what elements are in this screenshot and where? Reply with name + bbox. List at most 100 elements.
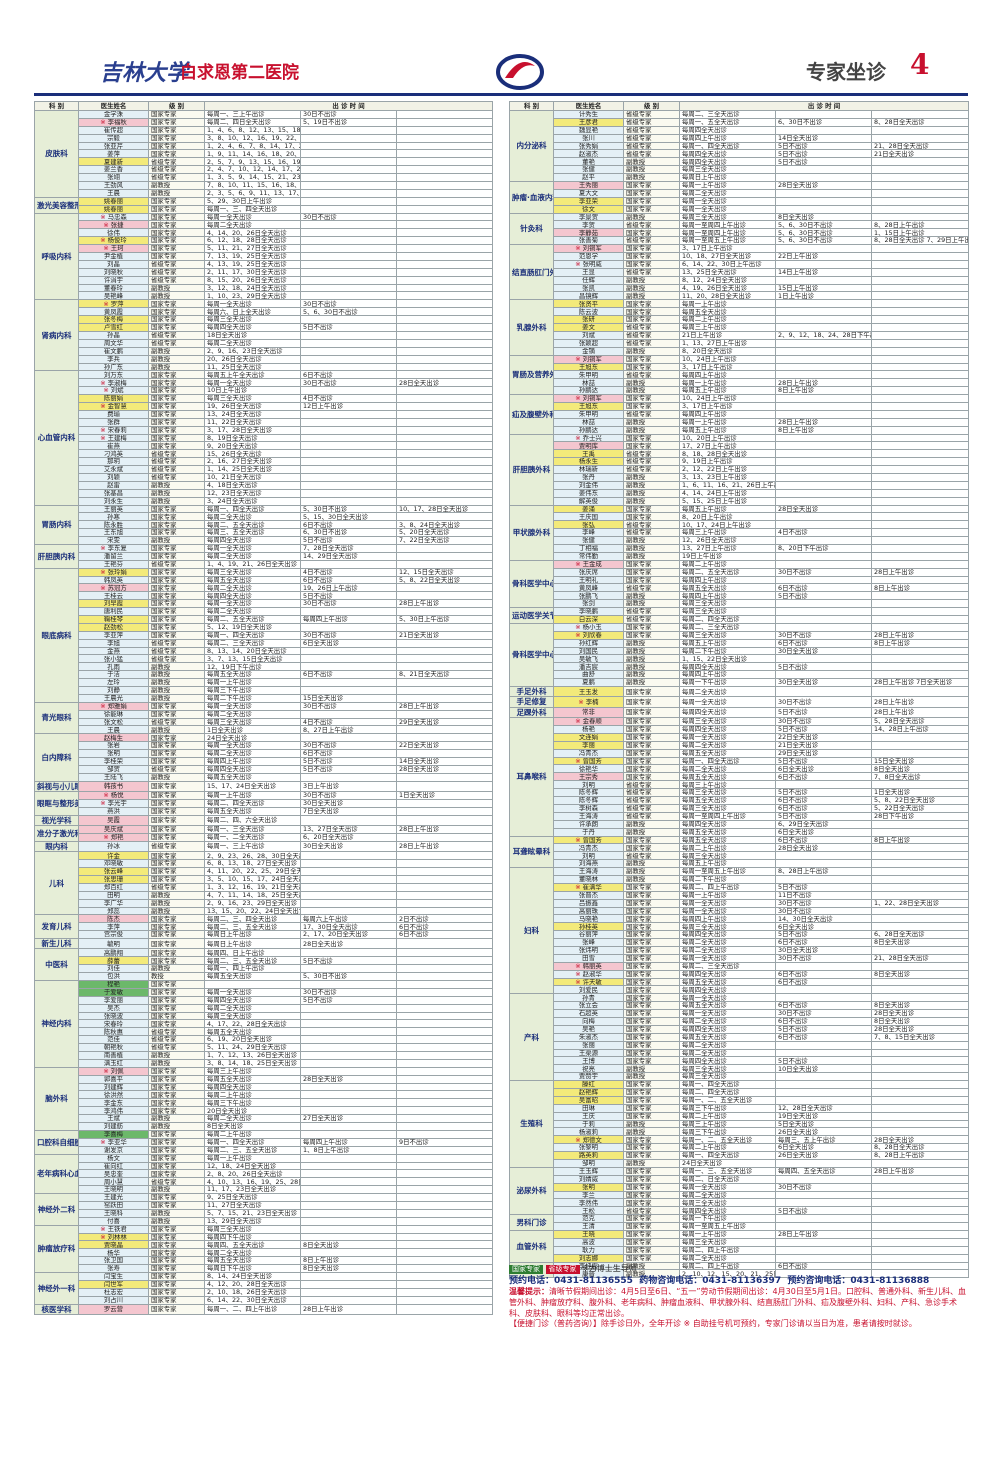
doctor-name: 杨文 (78, 1153, 149, 1163)
doctor-name-text: 张岩 (107, 741, 120, 750)
star-icon: ※ (100, 544, 108, 553)
schedule-extra-2 (395, 1145, 494, 1155)
doctor-name-text: 文连娟 (578, 733, 599, 742)
schedule-main: 每周一全天出诊 (204, 212, 301, 222)
tel-label-2: 药物咨询电话： (639, 1275, 703, 1286)
schedule-main: 4、18日全天出诊 (204, 480, 301, 490)
doctor-level: 副教授 (623, 165, 680, 175)
doctor-name: 刘万东 (78, 370, 149, 380)
doctor-name-text: 王陆飞 (103, 773, 124, 782)
table-row: 呼吸内科 ※ 马忠森 国家专家 每周一全天出诊 30日不出诊 (34, 212, 494, 301)
doctor-name: 费瑜 (78, 409, 149, 419)
schedule-extra-2 (870, 275, 970, 285)
doctor-name: 冯青杰 (553, 748, 624, 758)
schedule-extra-2 (395, 1043, 494, 1053)
doctor-name-text: 邓晓敏 (103, 859, 124, 868)
schedule-extra: 30日不出诊 (775, 1182, 872, 1192)
schedule-extra (775, 1237, 872, 1247)
legend-row: 国家专家 省级专家 ※为博士生导师 (509, 1264, 968, 1275)
star-icon: ※ (100, 568, 108, 576)
schedule-extra (300, 1122, 397, 1131)
doctor-level: 国家专家 (148, 806, 205, 816)
doctor-level: 国家专家 (148, 417, 205, 427)
schedule-extra-2: 28日上午出诊 (870, 696, 970, 708)
schedule-main: 每周一、二、四上午出诊 (204, 1303, 301, 1315)
doctor-level: 国家专家 (623, 1032, 680, 1042)
schedule-extra (300, 1011, 397, 1021)
doctor-level: 国家专家 (148, 980, 205, 989)
schedule-extra: 5日不出诊 (300, 956, 397, 966)
star-icon: ※ (578, 697, 586, 706)
doctor-name-text: 董春玲 (103, 284, 124, 292)
doctor-name: 王晓 (553, 1230, 624, 1239)
dept-cell: 手足外科 (509, 685, 554, 698)
doctor-name-text: 王金成 (582, 560, 602, 568)
schedule-extra (300, 338, 397, 348)
doctor-name-text: 祝亮 (582, 1064, 595, 1073)
tip-text: 清晰节假期间出诊：4月5日至6日、“五一”劳动节假期间出诊：4月30日至5月1日… (509, 1286, 967, 1318)
schedule-main: 每周二、四全天出诊 (679, 1088, 776, 1097)
schedule-extra: 5日不出诊 (300, 536, 397, 545)
schedule-extra-2: 8日上午出诊 (870, 835, 970, 845)
table-row: 王晨 副教授 1日全天出诊 8、27日上午出诊 (35, 725, 494, 735)
schedule-extra (775, 615, 872, 624)
doctor-level: 副教授 (623, 1127, 680, 1137)
schedule-extra-2 (870, 488, 970, 498)
schedule-extra (300, 654, 397, 664)
doctor-name: 宗毅 (78, 133, 149, 143)
doctor-name-text: 杜志宏 (103, 1288, 124, 1296)
doctor-name-text: 王显 (582, 268, 595, 277)
doctor-name-text: 张鹏飞 (578, 591, 599, 600)
schedule-extra-2 (395, 157, 494, 167)
doctor-name: 朝艳秋 (78, 1043, 149, 1053)
schedule-extra-2 (395, 1106, 494, 1116)
table-row: 白内障科 赵梅生 国家专家 24日全天出诊 (34, 733, 494, 782)
table-row: 胃肠内科 王丽英 国家专家 每周一、四全天出诊 5、30日不出诊 10、17、28日全天出… (34, 504, 494, 545)
dept-cell: 核医学科 (34, 1303, 79, 1315)
table-row: 宋春玲 国家专家 4、17、22、28日全天出诊 (35, 1019, 494, 1029)
table-row: 朝艳秋 省级专家 5、11、24、29日全天出诊 (35, 1043, 494, 1053)
doctor-level: 省级专家 (623, 133, 680, 143)
doctor-level: 国家专家 (148, 709, 205, 719)
doctor-name-text: 孙广东 (103, 363, 124, 371)
schedule-extra (300, 1224, 397, 1234)
schedule-extra-2 (395, 346, 494, 356)
doctor-level: 国家专家 (148, 583, 205, 593)
schedule-extra: 每周三、五上午出诊 (775, 1135, 872, 1145)
schedule-extra-2 (395, 1287, 494, 1297)
schedule-extra-2 (870, 1230, 970, 1239)
doctor-level: 副教授 (623, 662, 680, 672)
doctor-level: 副教授 (623, 283, 680, 293)
table-row: 张川 省级专家 每周四上午出诊 14日全天出诊 (510, 133, 970, 143)
schedule-main: 每周四全天出诊 (679, 1024, 776, 1034)
schedule-extra-2 (870, 299, 970, 309)
doctor-name: 昌镜辉 (553, 291, 624, 301)
schedule-extra: 28日上午出诊 (775, 378, 872, 388)
doctor-name-text: 黄凤霞 (103, 307, 124, 316)
doctor-name-text: 孔雨 (107, 662, 120, 671)
schedule-extra-2: 5、20日全天出诊 (395, 528, 494, 538)
doctor-name-text: 刁鸿英 (103, 449, 124, 458)
schedule-main: 每周三全天出诊 (679, 1198, 776, 1208)
schedule-extra-2 (870, 409, 970, 419)
doctor-level: 国家专家 (148, 825, 205, 835)
schedule-extra: 21日全天出诊 (775, 740, 872, 750)
table-row: 张岩 国家专家 每周一全天出诊 30日不出诊 22日全天出诊 (35, 741, 494, 751)
schedule-extra: 13、27日全天出诊 (300, 825, 397, 835)
doctor-level: 副教授 (623, 599, 680, 609)
doctor-name-text: 那玥 (107, 457, 120, 466)
schedule-main: 每周一至周四上午出诊 (679, 220, 776, 230)
doctor-name-text: 于莉 (582, 1120, 595, 1128)
doctor-name: ※ 崔满华 (553, 882, 624, 892)
schedule-extra-2 (395, 1051, 494, 1060)
doctor-name: 王博 (553, 1056, 624, 1066)
schedule-extra-2 (395, 583, 494, 593)
doctor-name-text: 曲舒 (582, 670, 595, 679)
doctor-name: 张炜明 (553, 945, 624, 955)
doctor-level: 国家专家 (148, 1074, 205, 1084)
doctor-level: 副教授 (623, 212, 680, 222)
table-row: 王旭东 国家专家 3、17日上午出诊 (510, 401, 970, 411)
schedule-main: 每周一全天出诊 (679, 204, 776, 214)
doctor-level: 国家专家 (623, 930, 680, 940)
